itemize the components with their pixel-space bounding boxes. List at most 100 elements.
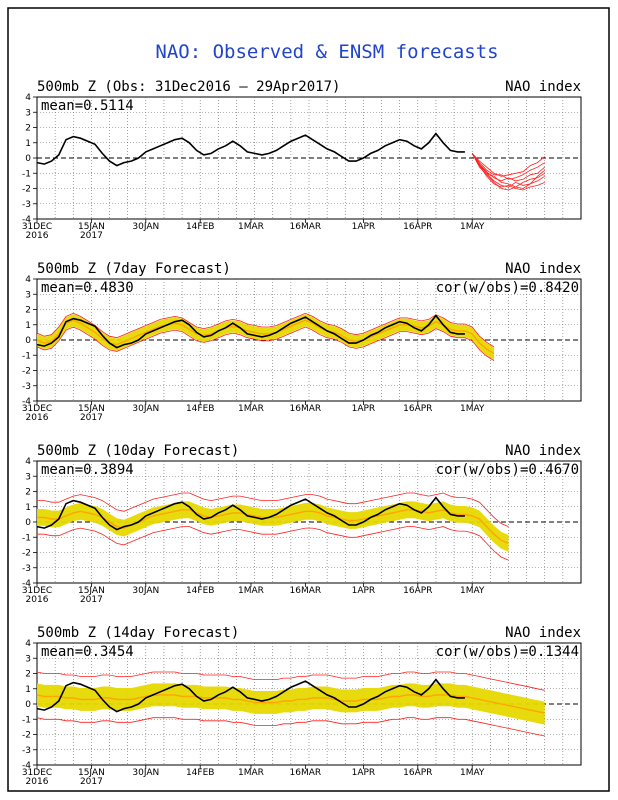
y-tick-label: 3 xyxy=(25,472,31,482)
x-tick-label-line: 30JAN xyxy=(132,404,159,414)
x-tick-label: 16APR xyxy=(403,586,432,596)
x-tick-label-line: 16APR xyxy=(403,768,432,778)
x-tick-label: 1MAY xyxy=(460,586,485,596)
x-tick-label-line: 1MAY xyxy=(460,222,485,232)
y-tick-label: 2 xyxy=(25,124,31,134)
x-tick-label: 31DEC 2016 xyxy=(22,586,52,605)
y-tick-label: 3 xyxy=(25,108,31,118)
x-tick-label: 16MAR xyxy=(290,222,322,232)
y-tick-label: -4 xyxy=(22,215,31,225)
x-tick-label-line: 16APR xyxy=(403,404,432,414)
x-tick-label-line: 1MAR xyxy=(238,586,264,596)
y-tick-label: -2 xyxy=(22,549,31,559)
x-tick-label-line: 1APR xyxy=(352,586,376,596)
x-tick-label: 1APR xyxy=(352,222,376,232)
observed-line xyxy=(36,678,465,713)
x-tick-label: 1MAR xyxy=(238,222,264,232)
x-tick-label-line: 15JAN xyxy=(78,586,105,596)
x-tick-label-line: 1MAR xyxy=(238,222,264,232)
panel-title: 500mb Z (Obs: 31Dec2016 – 29Apr2017) xyxy=(37,79,340,95)
x-tick-label: 1MAR xyxy=(238,768,264,778)
y-tick-label: -3 xyxy=(22,746,31,756)
observed-line xyxy=(36,496,465,531)
x-tick-label: 31DEC 2016 xyxy=(22,768,52,787)
x-tick-label-line: 14FEB xyxy=(186,404,215,414)
y-tick-label: 0 xyxy=(25,518,31,528)
panel-4: -4 -3 -2 -1 0 1 2 3 4 31DEC 2016 15JAN 2017 30JAN 14FE… xyxy=(22,625,582,787)
member-forecast-line xyxy=(471,153,545,188)
x-tick-label: 1MAY xyxy=(460,768,485,778)
panel-right-label: NAO index xyxy=(505,79,581,95)
x-tick-label-line: 2016 xyxy=(26,413,49,423)
y-tick-label: 4 xyxy=(25,93,31,103)
x-tick-label-line: 16MAR xyxy=(290,586,322,596)
x-tick-label-line: 2016 xyxy=(26,231,49,241)
y-tick-label: -3 xyxy=(22,564,31,574)
x-tick-label-line: 2016 xyxy=(26,777,49,787)
panel-1: -4 -3 -2 -1 0 1 2 3 4 31DEC 2016 15JAN 2017 30JAN 14FE… xyxy=(22,79,582,241)
y-tick-label: -4 xyxy=(22,761,31,771)
panel-title: 500mb Z (10day Forecast) xyxy=(37,443,239,459)
x-tick-label: 14FEB xyxy=(186,222,215,232)
y-tick-label: -1 xyxy=(22,533,31,543)
x-tick-label-line: 15JAN xyxy=(78,404,105,414)
y-tick-label: -2 xyxy=(22,185,31,195)
x-tick-label-line: 16MAR xyxy=(290,768,322,778)
member-forecast-line xyxy=(471,153,545,180)
x-tick-label-line: 14FEB xyxy=(186,222,215,232)
x-tick-label-line: 1MAR xyxy=(238,404,264,414)
ensemble-min-line xyxy=(36,326,495,361)
x-tick-label-line: 2017 xyxy=(80,595,103,605)
x-tick-label-line: 31DEC xyxy=(22,404,52,414)
y-tick-label: 1 xyxy=(25,685,31,695)
panel-title: 500mb Z (7day Forecast) xyxy=(37,261,231,277)
correlation-label: cor(w/obs)=0.1344 xyxy=(436,644,579,660)
observed-line xyxy=(36,132,465,167)
x-tick-label: 15JAN 2017 xyxy=(78,586,105,605)
x-tick-label: 1APR xyxy=(352,404,376,414)
x-tick-label: 16MAR xyxy=(290,404,322,414)
y-tick-label: 2 xyxy=(25,670,31,680)
x-tick-label: 15JAN 2017 xyxy=(78,404,105,423)
x-tick-label-line: 15JAN xyxy=(78,768,105,778)
x-tick-label: 14FEB xyxy=(186,586,215,596)
y-tick-label: 2 xyxy=(25,306,31,316)
ensemble-max-line xyxy=(36,312,495,348)
y-tick-label: -1 xyxy=(22,169,31,179)
ensemble-mean-line xyxy=(36,319,495,355)
figure-title: NAO: Observed & ENSM forecasts xyxy=(155,41,498,63)
y-tick-label: 4 xyxy=(25,457,31,467)
member-forecast-line xyxy=(471,153,545,182)
x-tick-label-line: 1APR xyxy=(352,404,376,414)
y-tick-label: -1 xyxy=(22,351,31,361)
x-tick-label: 31DEC 2016 xyxy=(22,404,52,423)
x-tick-label: 1MAY xyxy=(460,222,485,232)
x-tick-label-line: 1APR xyxy=(352,768,376,778)
ensemble-min-line xyxy=(36,717,545,737)
y-tick-label: 1 xyxy=(25,503,31,513)
x-tick-label-line: 2017 xyxy=(80,231,103,241)
x-tick-label-line: 31DEC xyxy=(22,586,52,596)
x-tick-label-line: 30JAN xyxy=(132,586,159,596)
x-tick-label: 31DEC 2016 xyxy=(22,222,52,241)
x-tick-label: 14FEB xyxy=(186,404,215,414)
member-forecast-line xyxy=(471,153,545,191)
x-tick-label-line: 30JAN xyxy=(132,768,159,778)
x-tick-label-line: 2017 xyxy=(80,777,103,787)
x-tick-label-line: 16MAR xyxy=(290,222,322,232)
x-tick-label-line: 2016 xyxy=(26,595,49,605)
x-tick-label: 30JAN xyxy=(132,768,159,778)
y-tick-label: 0 xyxy=(25,336,31,346)
y-tick-label: 3 xyxy=(25,290,31,300)
ensemble-mean-line xyxy=(37,509,509,545)
y-tick-label: 1 xyxy=(25,321,31,331)
x-tick-label: 30JAN xyxy=(132,586,159,596)
x-tick-label-line: 1MAY xyxy=(460,404,485,414)
x-tick-label-line: 14FEB xyxy=(186,586,215,596)
x-tick-label-line: 2017 xyxy=(80,413,103,423)
x-tick-label-line: 31DEC xyxy=(22,768,52,778)
x-tick-label-line: 16APR xyxy=(403,222,432,232)
ensemble-max-line xyxy=(37,492,509,527)
y-tick-label: 0 xyxy=(25,700,31,710)
